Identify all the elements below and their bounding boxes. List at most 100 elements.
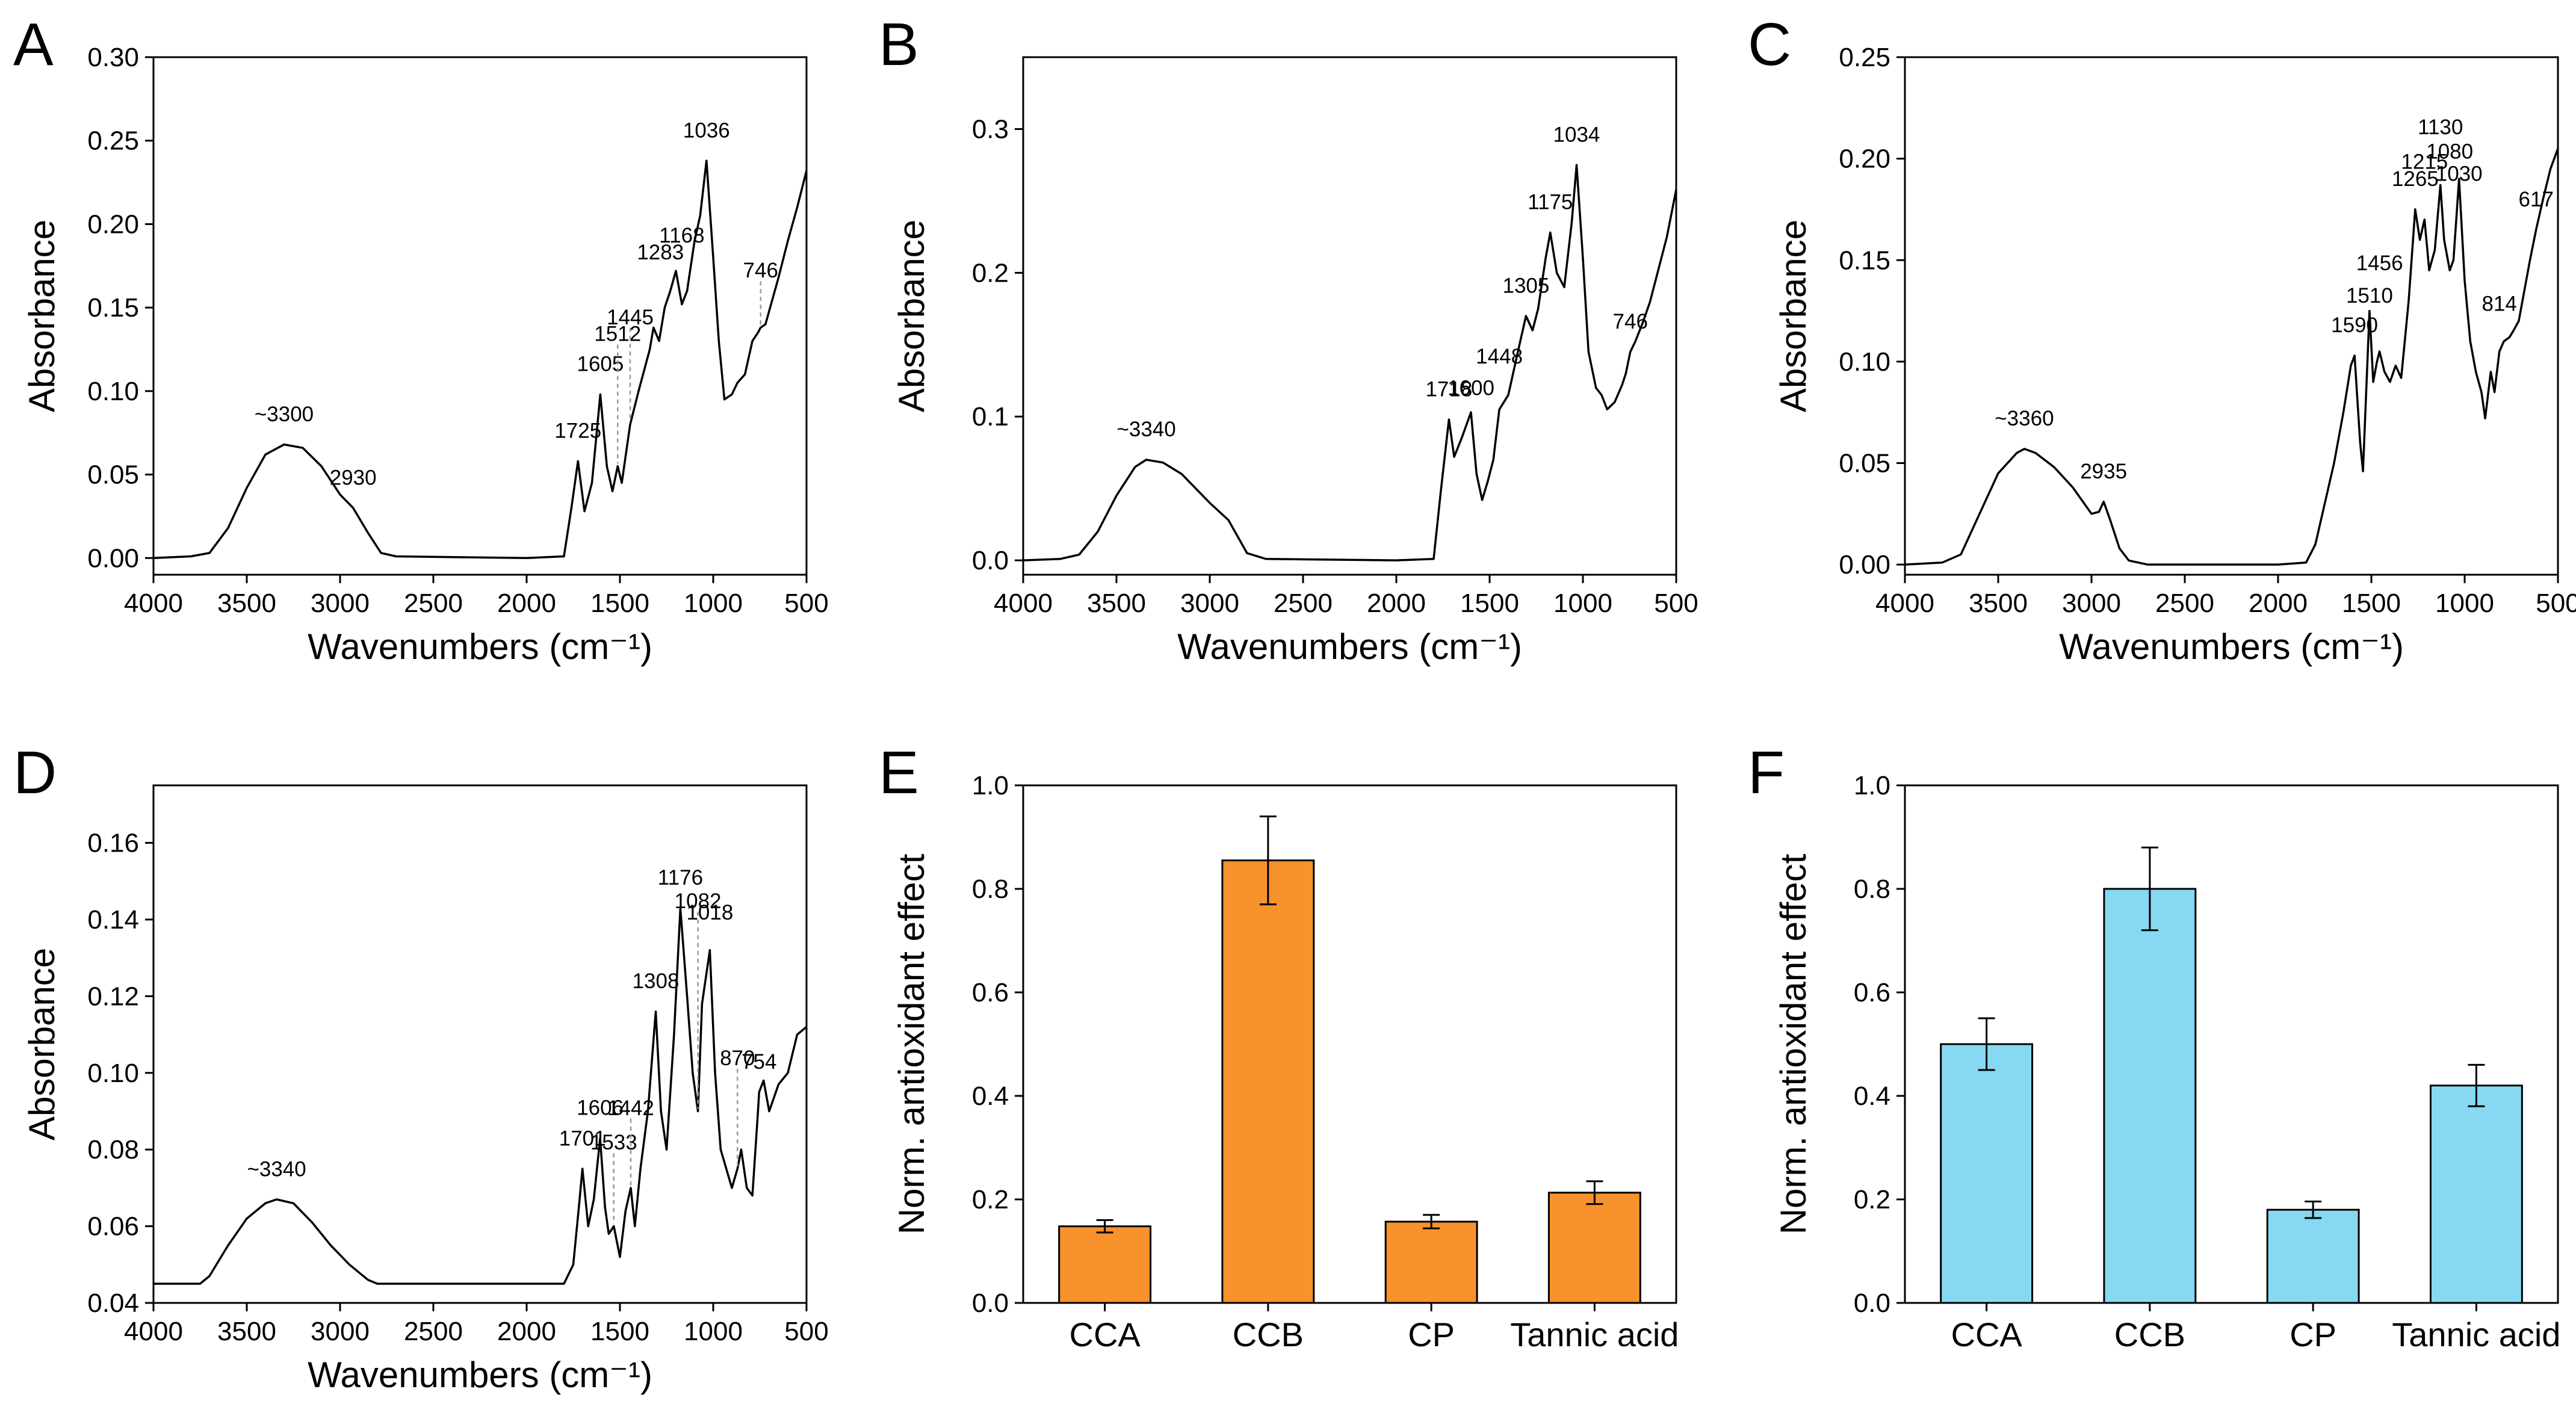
pe-ytick-label: 0.6 [972,978,1009,1007]
pb-peak-label: ~3340 [1116,418,1175,441]
pc-peak-label: 1265 [2392,167,2439,191]
pc-peak-label: 1080 [2426,140,2473,164]
pc-xtick-label: 3500 [1969,589,2028,618]
pa-peak-label: 1605 [577,353,624,376]
pb-ytick-label: 0.1 [972,402,1009,431]
pa-xtick-label: 4000 [124,589,183,618]
pb-xtick-label: 3500 [1087,589,1146,618]
panel-letter-c: C [1748,11,1791,78]
pc-xtick-label: 500 [2536,589,2576,618]
pd-peak-label: ~3340 [247,1157,306,1181]
pa-ytick-label: 0.20 [87,209,139,239]
charts-root: 0.00 0.05 0.10 0.15 0.20 0.25 0.30 Absorbance 40… [22,43,2576,1395]
pb-chart: 0.0 0.1 0.2 0.3 Absorbance 4000 3500 3000 2500 20… [891,56,1698,667]
pa-peak-label: ~3300 [255,403,314,426]
pc-xlabel: Wavenumbers (cm⁻¹) [2059,626,2404,667]
pe-chart: 0.0 0.2 0.4 0.6 0.8 1.0 Norm. antioxidant effe… [891,771,1679,1353]
pc-spectrum-line [1904,148,2559,566]
pd-peak-label: 1442 [607,1096,654,1120]
pa-xtick-label: 2500 [404,589,463,618]
pd-ytick-label: 0.14 [87,905,139,935]
panel-letter-d: D [13,739,57,806]
pf-bar-cca [1940,1043,2034,1304]
pc-ytick-label: 0.15 [1839,246,1890,275]
pa-peak-label: 2930 [330,466,377,489]
pa-peak-label: 1445 [607,306,654,329]
pc-peak-label: 1590 [2331,314,2378,337]
pd-xtick-label: 3500 [217,1317,276,1346]
pc-xtick-label: 1500 [2342,589,2401,618]
pc-xtick-label: 2000 [2249,589,2308,618]
pd-peak-label: 1606 [577,1096,624,1119]
pb-xtick-label: 3000 [1180,589,1239,618]
pf-bar-tannic-acid [2429,1084,2523,1304]
pc-ylabel: Absorbance [1773,220,1813,412]
pc-ytick-label: 0.00 [1839,550,1890,580]
pb-xtick-label: 2500 [1274,589,1333,618]
pb-ytick-label: 0.0 [972,546,1009,575]
pc-plot-frame [1904,56,2559,576]
pb-xtick-label: 500 [1654,589,1698,618]
pe-category-label: CCA [1070,1316,1141,1353]
pd-ytick-label: 0.10 [87,1059,139,1088]
pd-xtick-label: 2000 [497,1317,556,1346]
pc-ytick-label: 0.05 [1839,449,1890,478]
pd-ytick-label: 0.16 [87,829,139,858]
pa-xtick-label: 3000 [311,589,370,618]
pb-ylabel: Absorbance [891,220,932,412]
pd-chart: 0.04 0.06 0.08 0.10 0.12 0.14 0.16 Absorbance 40… [22,784,829,1395]
pd-peak-label: 754 [742,1050,776,1074]
pb-peak-label: 1034 [1553,123,1600,146]
pd-peak-label: 1533 [590,1131,637,1154]
pa-ytick-label: 0.05 [87,460,139,490]
pc-xtick-label: 4000 [1875,589,1934,618]
pd-xtick-label: 4000 [124,1317,183,1346]
pe-ytick-label: 1.0 [972,771,1009,800]
pb-xtick-label: 2000 [1367,589,1426,618]
pe-plot-frame [1022,784,1677,1304]
panel-letter-b: B [879,11,919,78]
pa-spectrum-line [153,159,808,560]
pf-category-label: CCB [2114,1316,2185,1353]
pf-ytick-label: 0.4 [1854,1081,1890,1111]
pd-xtick-label: 500 [784,1317,828,1346]
pd-ylabel: Absorbance [22,948,62,1140]
pd-xtick-label: 2500 [404,1317,463,1346]
pd-xlabel: Wavenumbers (cm⁻¹) [308,1355,652,1395]
pc-peak-label: 1510 [2346,284,2393,308]
pa-xtick-label: 1000 [684,589,743,618]
pf-category-label: CCA [1951,1316,2023,1353]
pd-peak-label: 1176 [658,866,703,889]
pf-plot-frame [1904,784,2559,1304]
pf-ytick-label: 0.6 [1854,978,1890,1007]
pa-xtick-label: 2000 [497,589,556,618]
pe-ylabel: Norm. antioxidant effect [891,853,932,1234]
panel-letter-a: A [13,11,54,78]
pe-ytick-label: 0.2 [972,1185,1009,1214]
pa-ytick-label: 0.10 [87,377,139,406]
pd-plot-frame [152,784,808,1304]
pd-peak-label: 870 [720,1047,755,1070]
pc-ytick-label: 0.10 [1839,347,1890,377]
pb-xlabel: Wavenumbers (cm⁻¹) [1177,626,1522,667]
pd-peak-label: 1701 [559,1127,606,1150]
pf-ytick-label: 1.0 [1854,771,1890,800]
pa-peak-label: 1168 [659,224,704,247]
pc-ytick-label: 0.20 [1839,144,1890,174]
pa-chart: 0.00 0.05 0.10 0.15 0.20 0.25 0.30 Absorbance 40… [22,43,829,667]
pd-peak-label: 1308 [633,970,680,993]
pb-peak-label: 1448 [1476,345,1523,368]
pa-ytick-label: 0.25 [87,126,139,156]
pa-ytick-label: 0.30 [87,43,139,72]
pc-peak-label: 1130 [2418,116,2463,139]
pd-ytick-label: 0.12 [87,982,139,1011]
pc-xtick-label: 1000 [2435,589,2494,618]
pa-xtick-label: 500 [784,589,828,618]
pb-xtick-label: 1000 [1553,589,1612,618]
pa-xtick-label: 1500 [590,589,649,618]
pe-bar-cp [1384,1220,1478,1304]
pe-ytick-label: 0.0 [972,1288,1009,1318]
pa-peak-label: 746 [743,259,778,282]
pb-ytick-label: 0.3 [972,114,1009,144]
